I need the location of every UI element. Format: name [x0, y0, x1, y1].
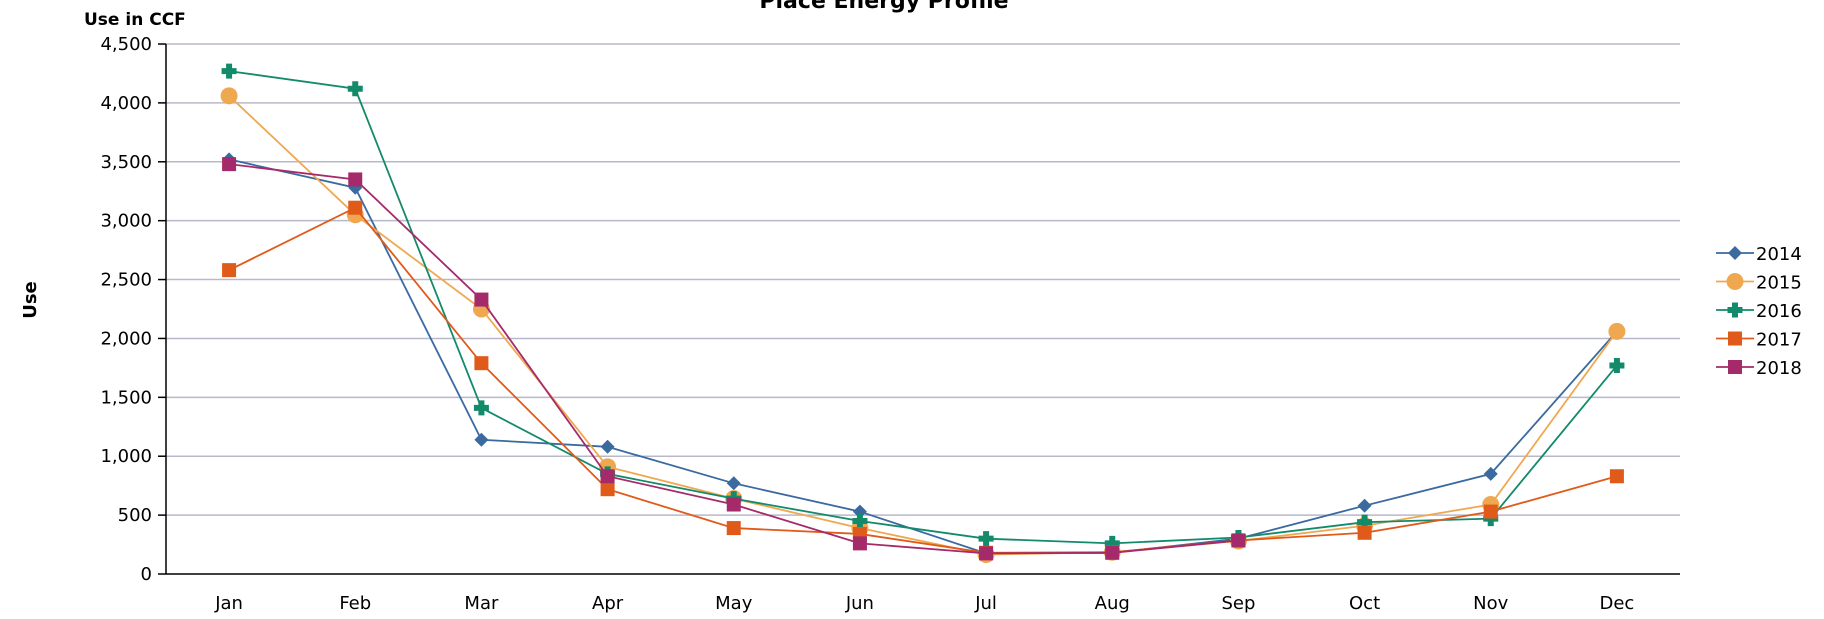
- y-tick-label: 500: [118, 505, 152, 526]
- data-point: [1104, 535, 1120, 551]
- legend-marker: [1728, 360, 1742, 374]
- data-point: [1357, 514, 1373, 530]
- series-line: [228, 158, 1618, 555]
- legend[interactable]: 2014 2015 2016 2017 2018: [1716, 244, 1802, 379]
- x-tick-label: Sep: [1221, 593, 1255, 614]
- series-line: [228, 206, 1618, 554]
- x-tick-label: Jun: [845, 593, 874, 614]
- data-point: [1483, 466, 1498, 481]
- legend-label: 2016: [1756, 301, 1802, 322]
- series-2017: [222, 200, 1624, 560]
- y-tick-label: 1,000: [100, 446, 152, 467]
- data-point: [1357, 525, 1372, 540]
- data-point: [222, 157, 237, 172]
- axes: [165, 44, 1680, 575]
- data-point: [474, 292, 489, 307]
- x-tick-label: May: [715, 593, 753, 614]
- y-tick-label: 0: [141, 564, 152, 585]
- y-axis-label: Use: [20, 281, 41, 319]
- data-point: [347, 81, 363, 97]
- legend-marker: [1727, 302, 1743, 318]
- series-line: [228, 70, 1618, 545]
- data-point: [474, 432, 489, 447]
- data-point: [600, 439, 615, 454]
- series-line: [228, 95, 1618, 556]
- series-2014: [222, 152, 1624, 561]
- legend-marker: [1728, 246, 1742, 260]
- data-point: [1609, 469, 1624, 484]
- data-point: [1483, 511, 1499, 527]
- legend-item-2018[interactable]: 2018: [1716, 358, 1802, 379]
- series-lines: [220, 63, 1626, 564]
- y-tick-label: 1,500: [100, 387, 152, 408]
- y-axis-ticks: 0 500 1,000 1,500 2,000 2,500 3,000 3,500 4,000 4…: [100, 34, 166, 585]
- legend-item-2016[interactable]: 2016: [1716, 301, 1802, 322]
- y-tick-label: 4,500: [100, 34, 152, 55]
- legend-item-2017[interactable]: 2017: [1716, 330, 1802, 351]
- x-tick-label: Dec: [1599, 593, 1634, 614]
- data-point: [473, 400, 489, 416]
- x-tick-label: Oct: [1349, 593, 1380, 614]
- y-tick-label: 2,000: [100, 328, 152, 349]
- data-point: [474, 356, 489, 371]
- series-2018: [222, 157, 1246, 561]
- series-2015: [220, 87, 1626, 564]
- legend-marker: [1726, 273, 1744, 290]
- data-point: [979, 546, 994, 561]
- data-point: [348, 200, 363, 215]
- data-point: [852, 504, 867, 519]
- chart-title: Place Energy Profile: [759, 0, 1008, 14]
- data-point: [1105, 545, 1120, 560]
- x-axis-ticks: Jan Feb Mar Apr May Jun Jul Aug Sep Oct Nov Dec: [214, 593, 1634, 614]
- data-point: [348, 172, 363, 187]
- unit-label: Use in CCF: [84, 10, 186, 30]
- data-point: [220, 87, 238, 105]
- legend-marker: [1728, 331, 1742, 346]
- legend-label: 2015: [1756, 273, 1802, 294]
- x-tick-label: Feb: [339, 593, 371, 614]
- legend-label: 2014: [1756, 244, 1802, 265]
- data-point: [1608, 322, 1626, 340]
- legend-item-2014[interactable]: 2014: [1716, 244, 1802, 265]
- data-point: [726, 497, 741, 512]
- legend-label: 2017: [1756, 330, 1802, 351]
- y-tick-label: 2,500: [100, 270, 152, 291]
- x-tick-label: Nov: [1473, 593, 1508, 614]
- data-point: [1231, 533, 1246, 548]
- legend-item-2015[interactable]: 2015: [1716, 273, 1802, 294]
- x-tick-label: Jul: [974, 593, 997, 614]
- legend-label: 2018: [1756, 358, 1802, 379]
- data-point: [222, 263, 237, 278]
- data-point: [852, 536, 867, 551]
- data-point: [726, 521, 741, 536]
- x-tick-label: Jan: [214, 593, 243, 614]
- data-point: [600, 482, 615, 497]
- y-tick-label: 3,000: [100, 211, 152, 232]
- series-2016: [221, 63, 1625, 551]
- data-point: [726, 476, 741, 491]
- data-point: [852, 513, 868, 529]
- data-point: [1357, 498, 1372, 513]
- data-point: [600, 469, 615, 484]
- x-tick-label: Aug: [1095, 593, 1130, 614]
- y-tick-label: 4,000: [100, 93, 152, 114]
- x-tick-label: Apr: [592, 593, 624, 614]
- gridlines: [166, 43, 1680, 516]
- data-point: [978, 531, 994, 547]
- data-point: [221, 63, 237, 79]
- data-point: [1483, 504, 1498, 519]
- y-tick-label: 3,500: [100, 152, 152, 173]
- x-tick-label: Mar: [464, 593, 499, 614]
- data-point: [1609, 358, 1625, 374]
